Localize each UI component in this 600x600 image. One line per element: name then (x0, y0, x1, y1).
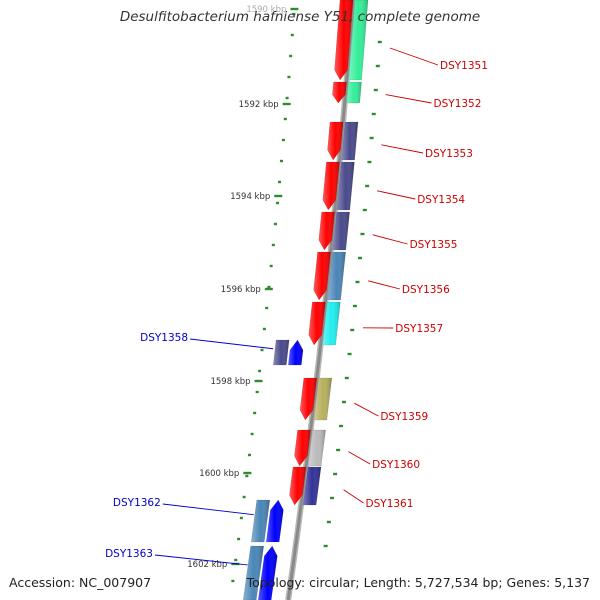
tick-label: 1596 kbp (221, 285, 261, 295)
gene-label-DSY1352[interactable]: DSY1352 (434, 98, 482, 110)
gene-DSY1363-arrow-shade (258, 546, 278, 600)
gene-DSY1360-cog (307, 429, 326, 467)
gene-DSY1356-cog (327, 251, 346, 301)
gene-label-DSY1363[interactable]: DSY1363 (105, 548, 153, 560)
leader-line (367, 280, 401, 290)
leader-line (372, 234, 408, 245)
gene-DSY1355-arrow (318, 211, 335, 251)
gene-DSY1359-arrow (299, 377, 318, 421)
gene-label-DSY1360[interactable]: DSY1360 (372, 459, 420, 471)
gene-features (242, 0, 369, 600)
gene-DSY1357-arrow (308, 301, 326, 346)
leader-line (162, 503, 254, 516)
tick-label: 1598 kbp (210, 377, 250, 387)
gene-label-DSY1361[interactable]: DSY1361 (366, 498, 414, 510)
leader-line (354, 402, 379, 417)
gene-DSY1359-arrow-shade (300, 378, 317, 420)
gene-DSY1356-arrow (313, 251, 331, 301)
gene-DSY1356-cog-shade (327, 252, 346, 300)
gene-DSY1356-arrow-shade (313, 252, 331, 300)
gene-DSY1362-cog-shade (251, 500, 270, 542)
gene-DSY1351-cog-shade (348, 0, 368, 80)
tick-label: 1602 kbp (187, 560, 227, 570)
gene-label-DSY1354[interactable]: DSY1354 (417, 194, 465, 206)
leader-line (154, 554, 248, 566)
gene-DSY1351-arrow-shade (334, 0, 353, 80)
gene-DSY1352-arrow-shade (332, 82, 347, 103)
gene-label-DSY1355[interactable]: DSY1355 (410, 239, 458, 251)
gene-DSY1355-cog-shade (332, 212, 350, 250)
genome-summary-text: Topology: circular; Length: 5,727,534 bp… (246, 575, 590, 590)
gene-DSY1360-arrow (294, 429, 311, 467)
gene-DSY1362-cog (250, 499, 271, 543)
genome-backbone (285, 0, 356, 600)
gene-label-DSY1359[interactable]: DSY1359 (380, 411, 428, 423)
gene-DSY1358-arrow-shade (288, 340, 303, 365)
gene-DSY1352-arrow (332, 81, 347, 104)
leader-line (385, 94, 432, 104)
gene-DSY1362-arrow-shade (266, 500, 284, 542)
leader-line (189, 338, 274, 350)
gene-DSY1358-cog-shade (273, 340, 290, 365)
gene-labels: DSY1351 DSY1352 DSY1353 DSY1354 DSY1355 DSY13… (105, 47, 488, 566)
gene-DSY1363-cog-shade (243, 546, 264, 600)
gene-DSY1360-cog-shade (308, 430, 326, 466)
gene-DSY1353-arrow (327, 121, 344, 161)
gene-label-DSY1356[interactable]: DSY1356 (402, 284, 450, 296)
gene-label-DSY1357[interactable]: DSY1357 (395, 323, 443, 335)
gene-DSY1363-arrow (257, 545, 278, 600)
gene-DSY1358-cog (273, 339, 290, 366)
gene-DSY1355-arrow-shade (318, 212, 335, 250)
gene-DSY1358-arrow (288, 339, 304, 366)
gene-DSY1352-cog (346, 81, 362, 104)
leader-line (377, 190, 416, 200)
gene-DSY1355-cog (332, 211, 350, 251)
accession-text: Accession: NC_007907 (9, 575, 152, 590)
leader-line (389, 47, 439, 66)
tick-label: 1592 kbp (239, 100, 279, 110)
gene-DSY1354-cog (336, 161, 355, 211)
gene-DSY1361-arrow-shade (289, 467, 306, 505)
gene-DSY1361-arrow (289, 466, 307, 506)
gene-DSY1361-cog (302, 466, 322, 506)
scale-ticks: 1590 kbp 1592 kbp 1594 kbp 1596 kbp 1598 kbp… (187, 5, 382, 583)
gene-DSY1354-arrow (322, 161, 340, 211)
gene-DSY1352-cog-shade (346, 82, 362, 103)
gene-label-DSY1353[interactable]: DSY1353 (425, 148, 473, 160)
gene-DSY1354-arrow-shade (322, 162, 340, 210)
backbone-line (286, 0, 355, 600)
gene-DSY1354-cog-shade (336, 162, 355, 210)
tick-label: 1594 kbp (230, 192, 270, 202)
gene-DSY1359-cog-shade (313, 378, 332, 420)
gene-label-DSY1362[interactable]: DSY1362 (113, 497, 161, 509)
gene-DSY1353-arrow-shade (327, 122, 343, 160)
gene-DSY1361-cog-shade (303, 467, 321, 505)
gene-DSY1351-arrow (334, 0, 354, 81)
tick-label: 1600 kbp (199, 469, 239, 479)
tick-label: 1590 kbp (246, 5, 286, 15)
gene-DSY1351-cog (348, 0, 369, 81)
gene-DSY1357-cog-shade (322, 302, 341, 345)
map-title: Desulfitobacterium hafniense Y51, comple… (119, 9, 481, 25)
gene-label-DSY1358[interactable]: DSY1358 (140, 332, 188, 344)
gene-DSY1360-arrow-shade (294, 430, 311, 466)
gene-DSY1353-cog (341, 121, 359, 161)
gene-DSY1359-cog (313, 377, 333, 421)
gene-DSY1362-arrow (265, 499, 284, 543)
leader-line (381, 144, 424, 154)
leader-line (348, 451, 371, 465)
gene-DSY1357-cog (322, 301, 341, 346)
gene-DSY1357-arrow-shade (308, 302, 326, 345)
gene-DSY1363-cog (242, 545, 264, 600)
leader-line (343, 489, 364, 504)
gene-label-DSY1351[interactable]: DSY1351 (440, 60, 488, 72)
gene-DSY1353-cog-shade (341, 122, 358, 160)
